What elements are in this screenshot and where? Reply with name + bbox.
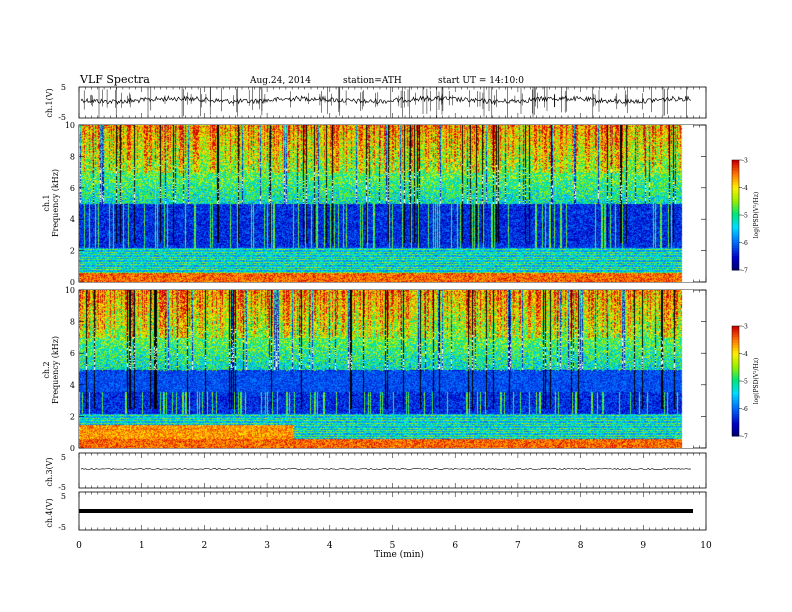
ch3-ytick-bottom: -5 <box>58 483 66 492</box>
cb1-tick--3: -3 <box>742 158 748 165</box>
spec2ticks-ytick-4: 4 <box>70 381 75 390</box>
ch1-spectrogram-image <box>79 125 693 282</box>
spec2ticks-ytick-2: 2 <box>70 412 75 421</box>
figure-title: VLF Spectra <box>79 73 150 86</box>
cb1-tick--5: -5 <box>742 213 748 220</box>
cb2-tick--3: -3 <box>742 324 748 331</box>
ch1-colorbar: -3 -4 -5 -6 -7 log(PSD(V²/Hz) <box>731 158 760 275</box>
ch1-waveform-panel: 5 -5 ch.1(V) <box>45 83 692 122</box>
spec1ticks-ytick-4: 4 <box>70 215 75 224</box>
cb1-tick--4: -4 <box>742 185 748 192</box>
cb2-tick--4: -4 <box>742 351 748 358</box>
ch1-waveform-line <box>80 95 692 105</box>
spec1ticks-ytick-6: 6 <box>70 184 75 193</box>
x-tick-label-4: 4 <box>327 541 333 551</box>
ch2-spectrogram-image <box>79 290 693 448</box>
ch3-waveform-panel: 5 -5 ch.3(V) <box>45 453 692 492</box>
cb1-tick--7: -7 <box>742 268 748 275</box>
x-tick-label-0: 0 <box>76 541 82 551</box>
ch4-ytick-bottom: -5 <box>58 523 66 532</box>
ch2-spec-ylabel-frequency: Frequency (kHz) <box>51 336 60 404</box>
x-tick-label-6: 6 <box>452 541 458 551</box>
ch4-ytick-top: 5 <box>61 492 66 501</box>
ch2-spec-ylabel-channel: ch.2 <box>42 361 51 378</box>
cb1-tick--6: -6 <box>742 240 748 247</box>
x-tick-label-7: 7 <box>515 541 521 551</box>
x-axis-label: Time (min) <box>374 549 424 560</box>
ch3-ylabel: ch.3(V) <box>45 457 54 486</box>
cb2-tick--5: -5 <box>742 379 748 386</box>
spec2ticks-ytick-0: 0 <box>70 444 75 453</box>
spec1ticks-ytick-10: 10 <box>65 121 75 130</box>
x-tick-label-1: 1 <box>139 541 145 551</box>
x-tick-label-10: 10 <box>700 541 712 551</box>
x-tick-label-2: 2 <box>202 541 208 551</box>
cb2-tick--7: -7 <box>742 434 748 441</box>
ch1-spectrogram-panel: 0 2 4 6 8 10 ch.1 Frequency (kHz) <box>42 121 706 287</box>
spec2ticks-ytick-10: 10 <box>65 286 75 295</box>
ch3-ytick-top: 5 <box>61 453 66 462</box>
spec1ticks-ytick-0: 0 <box>70 278 75 287</box>
start-time-label: start UT = 14:10:0 <box>438 76 524 86</box>
x-tick-label-9: 9 <box>640 541 646 551</box>
cb2-tick--6: -6 <box>742 406 748 413</box>
ch1-waveform-spikes <box>83 87 687 118</box>
spec2ticks-ytick-8: 8 <box>70 318 75 327</box>
ch4-waveform-line <box>79 509 693 513</box>
time-axis: 0 1 2 3 4 5 6 7 8 9 10 <box>76 541 712 551</box>
ch1-ytick-bottom: -5 <box>58 113 66 122</box>
station-label: station=ATH <box>343 76 402 86</box>
panel-frame-3 <box>78 452 707 489</box>
ch2-colorbar: -3 -4 -5 -6 -7 log(PSD(V²/Hz) <box>731 324 760 441</box>
ch1-ytick-top: 5 <box>61 83 66 92</box>
x-tick-label-3: 3 <box>264 541 270 551</box>
ch4-ylabel: ch.4(V) <box>45 498 54 527</box>
x-tick-label-8: 8 <box>578 541 584 551</box>
ch1-spec-ylabel-channel: ch.1 <box>42 194 51 211</box>
spec1ticks-ytick-2: 2 <box>70 247 75 256</box>
x-tick-label-5: 5 <box>390 541 396 551</box>
spec1ticks-ytick-8: 8 <box>70 152 75 161</box>
spec2ticks-ytick-6: 6 <box>70 349 75 358</box>
ch1-ylabel: ch.1(V) <box>45 88 54 117</box>
ch2-spectrogram-panel: 0 2 4 6 8 10 ch.2 Frequency (kHz) <box>42 286 706 453</box>
ch1-spec-ylabel-frequency: Frequency (kHz) <box>51 169 60 237</box>
ch3-waveform-line <box>80 467 692 471</box>
date-label: Aug.24, 2014 <box>249 76 311 86</box>
cb1-label: log(PSD(V²/Hz) <box>753 192 760 239</box>
ch4-waveform-panel: 5 -5 ch.4(V) <box>45 492 693 532</box>
cb2-label: log(PSD(V²/Hz) <box>753 358 760 405</box>
